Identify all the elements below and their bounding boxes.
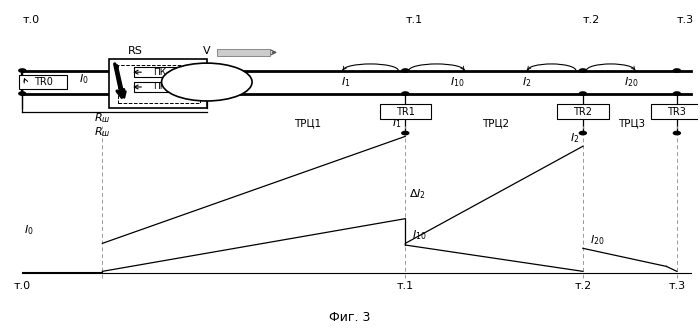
Text: $I_{10}$: $I_{10}$ (412, 228, 427, 242)
Circle shape (673, 131, 680, 135)
Bar (109, 59, 206, 108)
Text: Фиг. 3: Фиг. 3 (329, 311, 370, 324)
Circle shape (203, 92, 210, 95)
FancyBboxPatch shape (557, 105, 608, 119)
Text: $I_0$: $I_0$ (79, 72, 89, 86)
Text: TR3: TR3 (667, 107, 686, 117)
Circle shape (19, 92, 26, 95)
Text: $I_1$: $I_1$ (342, 75, 351, 89)
Text: т.0: т.0 (14, 281, 31, 291)
Circle shape (402, 92, 409, 95)
Text: $\Delta I_2$: $\Delta I_2$ (409, 187, 426, 201)
Circle shape (673, 69, 680, 72)
Text: $I_{10}$: $I_{10}$ (450, 75, 465, 89)
Text: $I_{20}$: $I_{20}$ (624, 75, 639, 89)
FancyBboxPatch shape (19, 75, 67, 89)
Text: $I_2$: $I_2$ (570, 131, 580, 145)
FancyBboxPatch shape (216, 49, 270, 56)
Text: ТРЦ3: ТРЦ3 (618, 118, 645, 128)
Text: т.1: т.1 (397, 281, 414, 291)
Text: RS: RS (127, 46, 143, 56)
Circle shape (19, 69, 26, 72)
Text: $R_{ш}$: $R_{ш}$ (94, 125, 111, 139)
Text: т.2: т.2 (574, 281, 592, 291)
Text: т.2: т.2 (583, 15, 600, 25)
FancyBboxPatch shape (379, 105, 431, 119)
Text: т.3: т.3 (668, 281, 685, 291)
Circle shape (203, 69, 210, 72)
Text: т.1: т.1 (405, 15, 422, 25)
Text: т.0: т.0 (22, 15, 39, 25)
Circle shape (402, 69, 409, 72)
Circle shape (580, 131, 587, 135)
Text: $I_{20}$: $I_{20}$ (590, 233, 604, 247)
Text: т.3: т.3 (677, 15, 694, 25)
Text: $R_{ш}$: $R_{ш}$ (94, 111, 111, 125)
Circle shape (580, 92, 587, 95)
FancyBboxPatch shape (651, 105, 700, 119)
Text: $I_2$: $I_2$ (522, 75, 532, 89)
Text: $I_0$: $I_0$ (25, 223, 34, 237)
Ellipse shape (162, 63, 252, 101)
Bar (118, 65, 200, 104)
FancyBboxPatch shape (134, 82, 186, 92)
Text: TR2: TR2 (573, 107, 592, 117)
FancyBboxPatch shape (134, 67, 186, 77)
Text: ПК: ПК (153, 68, 167, 77)
Text: ТРЦ1: ТРЦ1 (294, 118, 321, 128)
Text: ТРЦ2: ТРЦ2 (482, 118, 510, 128)
Text: V: V (203, 46, 211, 56)
Text: $I_1$: $I_1$ (392, 116, 402, 130)
Text: TR0: TR0 (34, 77, 52, 87)
Text: ПК: ПК (153, 82, 167, 92)
Circle shape (580, 69, 587, 72)
Circle shape (402, 131, 409, 135)
Circle shape (673, 92, 680, 95)
Text: TR1: TR1 (395, 107, 414, 117)
